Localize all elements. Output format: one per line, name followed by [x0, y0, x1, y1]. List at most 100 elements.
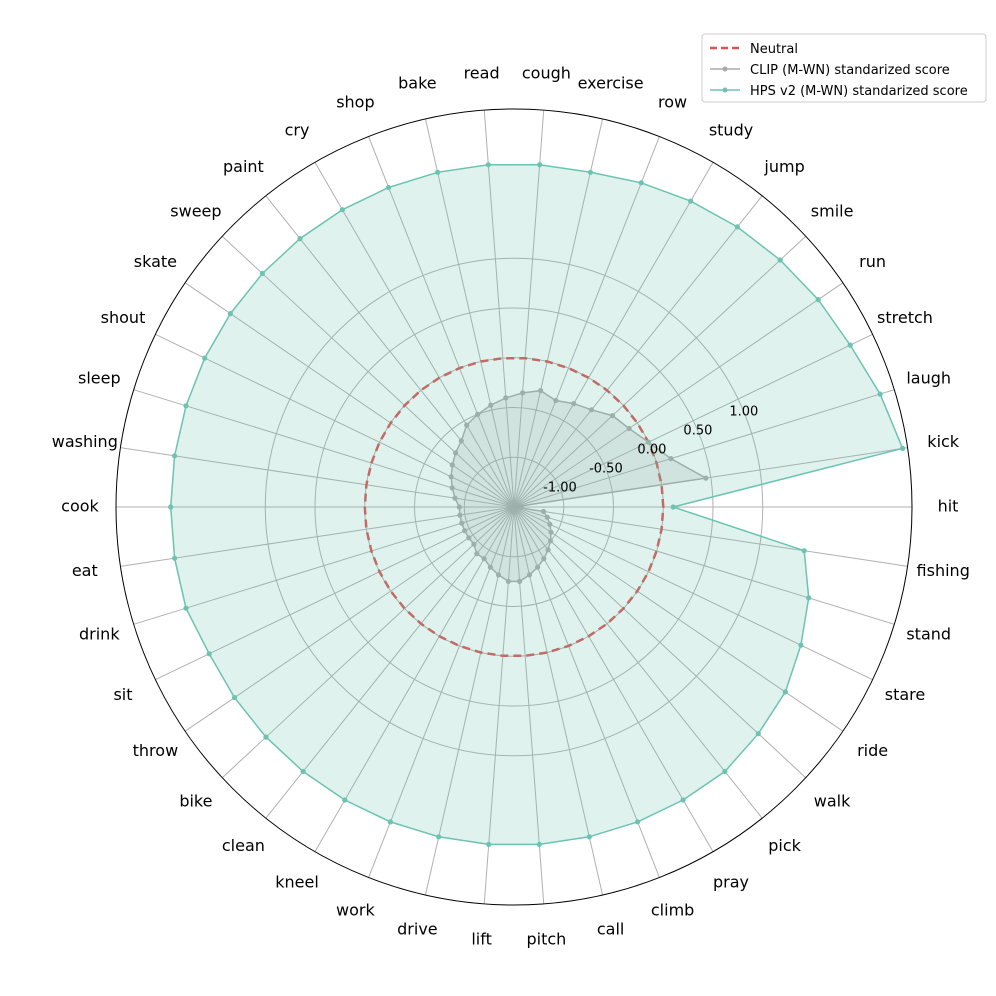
category-label-shop: shop: [336, 93, 374, 112]
clip-series-point-eat: [457, 512, 463, 518]
category-label-kneel: kneel: [275, 872, 319, 891]
category-label-jump: jump: [763, 157, 804, 176]
clip-series-point-throw: [466, 535, 472, 541]
hps-series-point-sit: [206, 651, 212, 657]
clip-series-point-pray: [541, 556, 547, 562]
hps-series-point-stretch: [847, 342, 853, 348]
hps-series-point-kick: [900, 445, 906, 451]
category-label-run: run: [859, 252, 886, 271]
hps-series-point-washing: [172, 453, 178, 459]
category-label-skate: skate: [134, 252, 177, 271]
category-label-stretch: stretch: [877, 308, 933, 327]
category-label-work: work: [336, 901, 375, 920]
category-label-cook: cook: [61, 497, 99, 516]
hps-series-point-call: [586, 834, 592, 840]
clip-series-point-shout: [448, 474, 454, 480]
clip-series-point-exercise: [538, 388, 544, 394]
hps-series-point-cook: [168, 504, 174, 510]
hps-series-point-jump: [734, 224, 740, 230]
clip-series-point-walk: [547, 538, 554, 544]
clip-series-point-paint: [458, 438, 464, 444]
clip-series-point-shop: [475, 411, 481, 417]
category-label-laugh: laugh: [906, 369, 951, 388]
hps-series-point-walk: [755, 731, 761, 737]
clip-series-point-stare: [547, 521, 553, 527]
hps-series-point-bike: [263, 734, 269, 740]
category-label-pitch: pitch: [526, 929, 566, 948]
hps-series-point-hit: [670, 504, 676, 510]
clip-series-point-clean: [474, 551, 480, 557]
category-label-eat: eat: [72, 561, 98, 580]
hps-series-point-bake: [435, 169, 441, 175]
category-label-sweep: sweep: [170, 201, 221, 220]
category-label-drink: drink: [79, 624, 120, 643]
category-label-cough: cough: [522, 64, 571, 83]
hps-series-point-work: [387, 819, 393, 825]
hps-series-point-throw: [231, 695, 238, 701]
clip-series-point-work: [487, 564, 493, 570]
category-label-climb: climb: [651, 901, 694, 920]
category-label-bike: bike: [179, 792, 212, 811]
clip-series-point-pitch: [517, 578, 523, 585]
category-label-clean: clean: [222, 836, 265, 855]
clip-series-point-run: [626, 425, 632, 432]
grid-ring-1: [414, 407, 614, 607]
hps-series-point-shout: [202, 355, 208, 361]
category-label-pick: pick: [768, 836, 801, 855]
series-layer: [168, 162, 906, 848]
hps-series-area: [169, 163, 904, 846]
r-tick-label: -1.00: [543, 481, 577, 496]
category-label-smile: smile: [811, 201, 854, 220]
category-label-drive: drive: [397, 920, 438, 939]
clip-series-point-kneel: [481, 556, 487, 562]
legend-clip-label: CLIP (M-WN) standarized score: [750, 63, 950, 78]
neutral-series-line: [363, 356, 665, 658]
r-tick-label: 0.00: [637, 442, 666, 457]
clip-series-point-stand: [544, 514, 550, 520]
hps-series-point-fishing: [801, 548, 807, 554]
clip-series-point-study: [571, 401, 577, 407]
clip-series-point-laugh: [668, 456, 674, 462]
outer-ring: [115, 108, 913, 906]
hps-series-point-paint: [297, 236, 303, 242]
hps-series-point-skate: [227, 311, 233, 317]
clip-series-point-bike: [471, 541, 477, 547]
clip-series-point-cook: [456, 504, 462, 510]
clip-series-point-jump: [588, 407, 595, 413]
category-label-kick: kick: [927, 432, 960, 451]
hps-series-point-cough: [537, 162, 543, 168]
clip-series-point-lift: [505, 578, 511, 585]
category-label-hit: hit: [938, 497, 959, 516]
category-label-washing: washing: [52, 432, 118, 451]
category-label-pray: pray: [713, 872, 749, 891]
clip-series-point-sit: [462, 528, 468, 534]
hps-series-point-climb: [635, 819, 641, 825]
category-label-fishing: fishing: [917, 561, 970, 580]
hps-series-point-clean: [300, 768, 306, 775]
clip-series-point-read: [503, 395, 509, 401]
category-label-bake: bake: [398, 73, 437, 92]
clip-series-point-smile: [609, 413, 616, 419]
clip-series-point-sweep: [453, 450, 459, 456]
hps-series-point-read: [485, 162, 491, 168]
hps-series-point-stare: [798, 642, 804, 648]
clip-series-point-ride: [548, 529, 554, 535]
category-label-sleep: sleep: [78, 369, 121, 388]
clip-series-point-drink: [459, 520, 465, 526]
hps-series-point-row: [638, 180, 644, 186]
hps-series-point-sleep: [183, 403, 189, 409]
category-label-paint: paint: [223, 157, 264, 176]
legend: Neutral CLIP (M-WN) standarized score HP…: [701, 33, 987, 103]
category-label-shout: shout: [101, 308, 146, 327]
hps-series-point-pray: [680, 797, 686, 803]
category-label-lift: lift: [471, 929, 492, 948]
clip-series-point-bake: [488, 402, 494, 408]
clip-series-point-cough: [520, 390, 526, 396]
legend-box: [701, 33, 987, 103]
clip-series-point-stretch: [645, 439, 652, 445]
category-label-sit: sit: [113, 685, 132, 704]
category-label-call: call: [597, 920, 625, 939]
grid-ring-0: [463, 456, 565, 558]
r-tick-label: 0.50: [683, 423, 712, 438]
